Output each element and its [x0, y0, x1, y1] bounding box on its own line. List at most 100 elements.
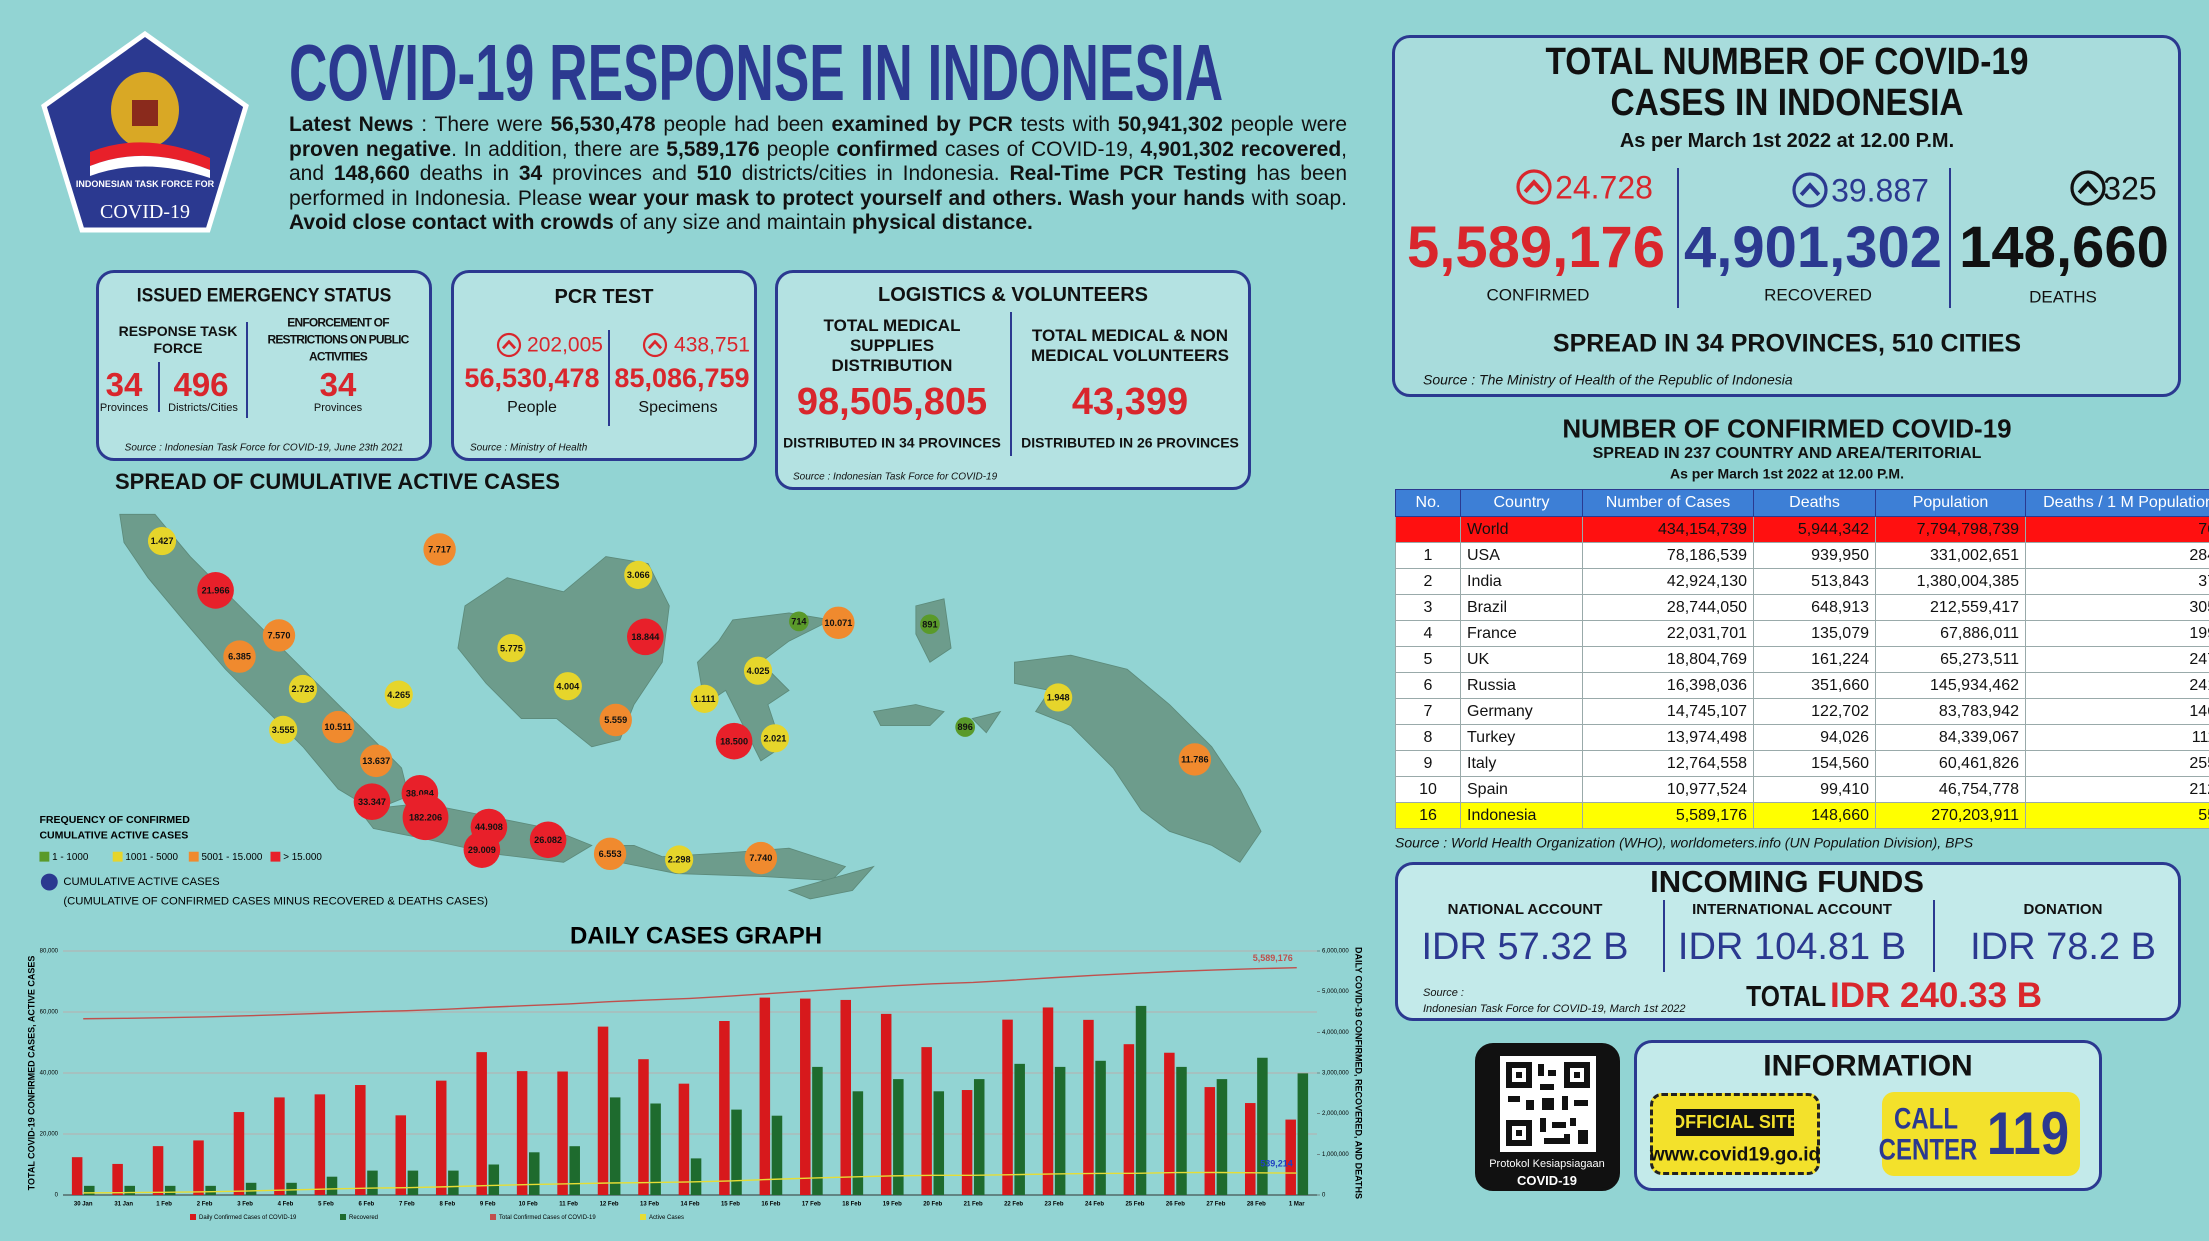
- x-tick-label: 17 Feb: [802, 1202, 821, 1208]
- table-cell: 1115: [2025, 724, 2209, 751]
- bubble-label: 4.004: [556, 681, 580, 691]
- bubble-label: 10.511: [324, 722, 351, 732]
- chart-title: DAILY CASES GRAPH: [570, 922, 822, 949]
- bubble: [1178, 743, 1212, 776]
- bar: [1204, 1087, 1216, 1195]
- bubble-label: 1.948: [1047, 693, 1070, 703]
- x-tick-label: 2 Feb: [197, 1202, 213, 1208]
- qr-code[interactable]: [1500, 1056, 1596, 1152]
- bar: [609, 1097, 621, 1195]
- bar: [124, 1185, 136, 1195]
- news-text: of any size and maintain: [613, 211, 852, 234]
- x-tick-label: 12 Feb: [600, 1202, 619, 1208]
- news-text: with soap.: [1244, 186, 1348, 210]
- news-text: people were: [1222, 113, 1348, 136]
- legend-label: > 15.000: [283, 852, 322, 863]
- table-cell: 2126: [2025, 776, 2209, 803]
- table-cell: 84,339,067: [1875, 724, 2026, 751]
- legend-label: Total Confirmed Cases of COVID-19: [499, 1215, 596, 1221]
- people-label: People: [507, 399, 557, 417]
- bubble-label: 5.559: [604, 715, 627, 725]
- spread: SPREAD IN 34 PROVINCES, 510 CITIES: [1552, 329, 2022, 358]
- icon-arrow: [647, 339, 663, 350]
- table-cell: 10: [1395, 776, 1461, 803]
- legend-swatch: [270, 851, 281, 862]
- bubble: [529, 821, 567, 859]
- specimens-label: Specimens: [638, 399, 718, 417]
- island: [872, 704, 945, 727]
- people: 56,530,478: [464, 363, 600, 394]
- table-cell: 270,203,911: [1875, 802, 2026, 829]
- bar: [488, 1164, 500, 1195]
- volunteers: 43,399: [1071, 381, 1189, 424]
- table-cell: 83,783,942: [1875, 698, 2026, 725]
- table-cell: 8: [1395, 724, 1461, 751]
- site-label-bar: [1676, 1109, 1794, 1136]
- x-tick-label: 11 Feb: [559, 1202, 578, 1208]
- bar: [678, 1083, 690, 1195]
- icon-arrow: [1799, 182, 1821, 197]
- table-cell: 60,461,826: [1875, 750, 2026, 777]
- confirmed-label: CONFIRMED: [1486, 285, 1590, 305]
- call-badge[interactable]: [1882, 1092, 2080, 1176]
- x-tick-label: 31 Jan: [114, 1202, 133, 1208]
- source: Source : World Health Organization (WHO)…: [1395, 834, 1974, 851]
- divider: [1010, 312, 1012, 456]
- table-row: World434,154,7395,944,3427,794,798,73976…: [1395, 516, 2209, 543]
- table-cell: 2410: [2025, 672, 2209, 699]
- news-text: , and: [289, 137, 1347, 186]
- news-text: . In addition, there are: [451, 137, 667, 161]
- bar: [1054, 1066, 1066, 1195]
- news-text: 56,530,478: [550, 113, 656, 136]
- legend-label: 1 - 1000: [52, 852, 89, 863]
- bar: [1083, 1019, 1094, 1195]
- table-cell: 67,886,011: [1875, 620, 2026, 647]
- table-cell: 148,660: [1753, 802, 1876, 829]
- news-text: deaths in: [409, 162, 519, 185]
- title: INCOMING FUNDS: [1650, 863, 1924, 899]
- icon-arrow: [2077, 180, 2099, 195]
- total: IDR 240.33 B: [1830, 975, 2043, 1015]
- bubble-label: 33.347: [358, 797, 386, 807]
- legend-label: Daily Confirmed Cases of COVID-19: [199, 1215, 297, 1221]
- x-tick-label: 27 Feb: [1206, 1202, 1225, 1208]
- x-tick-label: 10 Feb: [519, 1202, 538, 1208]
- bar: [771, 1115, 783, 1195]
- bubble: [262, 619, 296, 652]
- table-cell: 434,154,739: [1582, 516, 1754, 543]
- total-label: TOTAL: [1746, 981, 1826, 1014]
- table-cell: 18,804,769: [1582, 646, 1754, 673]
- bar: [84, 1185, 95, 1195]
- table-cell: 154,560: [1753, 750, 1876, 777]
- y2-tick-label: 2,000,000: [1322, 1111, 1349, 1117]
- bar: [529, 1152, 540, 1195]
- table-cell: UK: [1460, 646, 1583, 673]
- icon-ring: [1516, 169, 1552, 205]
- table-cell: 122,702: [1753, 698, 1876, 725]
- legend-title: FREQUENCY OF CONFIRMED: [39, 814, 190, 826]
- table-cell: Brazil: [1460, 594, 1583, 621]
- bubble-label: 3.066: [627, 570, 650, 580]
- bubble: [743, 656, 773, 685]
- bar: [597, 1026, 609, 1195]
- island: [457, 556, 670, 748]
- table-cell: 28,744,050: [1582, 594, 1754, 621]
- increase-icon: [2070, 170, 2106, 206]
- supplies-head: TOTAL MEDICAL SUPPLIES DISTRIBUTION: [823, 316, 961, 375]
- supplies: 98,505,805: [796, 381, 988, 424]
- bubble: [593, 837, 627, 871]
- specimens: 85,086,759: [614, 363, 750, 394]
- badge-line1: INDONESIAN TASK FORCE FOR: [75, 179, 215, 190]
- call-number: 119: [1986, 1100, 2070, 1167]
- bar: [1123, 1044, 1135, 1195]
- table-cell: 763: [2025, 516, 2209, 543]
- bar: [1257, 1057, 1268, 1195]
- news: Latest News : There were 56,530,478 peop…: [289, 113, 1347, 236]
- x-tick-label: 5 Feb: [318, 1202, 334, 1208]
- news-text: people had been: [655, 113, 832, 136]
- bubble: [624, 560, 653, 589]
- table-cell: Russia: [1460, 672, 1583, 699]
